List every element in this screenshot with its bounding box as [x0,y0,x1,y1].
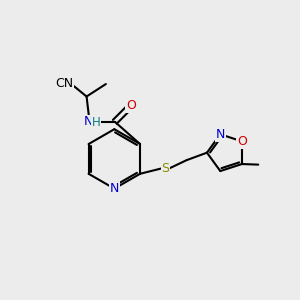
Text: O: O [237,135,247,148]
Text: H: H [92,116,100,129]
Text: O: O [126,99,136,112]
Text: S: S [161,162,169,175]
Text: N: N [84,115,93,128]
Text: N: N [110,182,119,195]
Text: CN: CN [55,76,73,90]
Text: N: N [216,128,225,141]
